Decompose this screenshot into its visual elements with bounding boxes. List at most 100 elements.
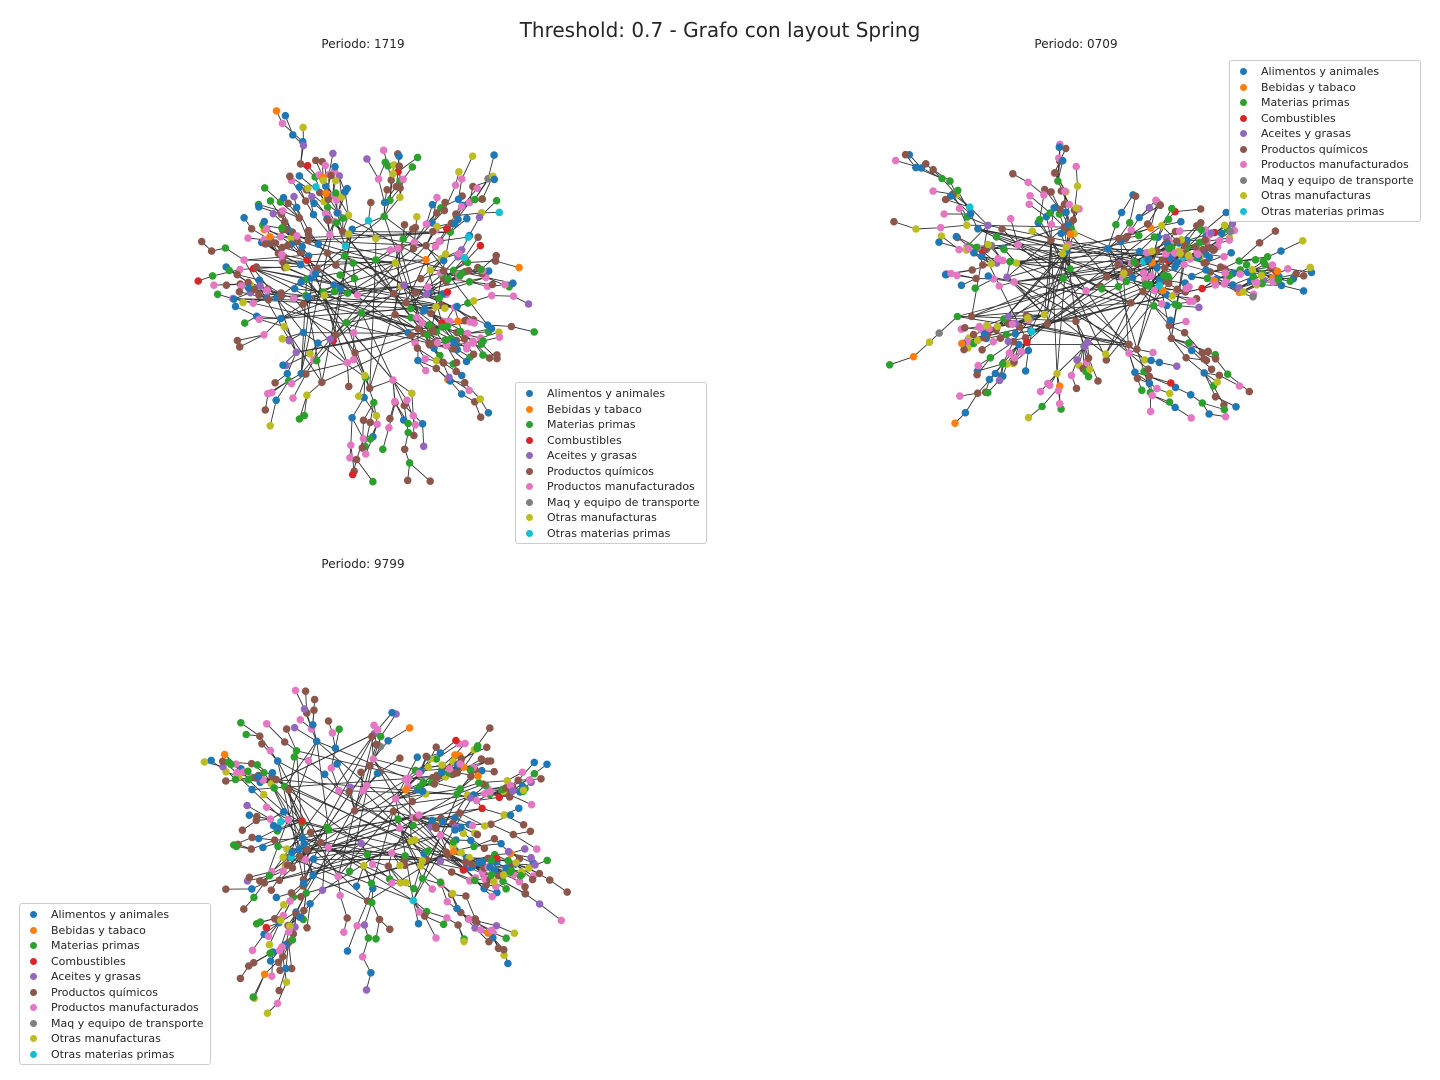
graph-node <box>425 321 433 329</box>
graph-node <box>247 759 256 768</box>
graph-node <box>302 370 310 378</box>
graph-node <box>1146 407 1155 416</box>
graph-node <box>274 958 283 967</box>
graph-node <box>525 776 534 784</box>
graph-edge <box>284 741 318 787</box>
graph-edge <box>395 789 419 800</box>
graph-edge <box>1202 402 1225 410</box>
graph-node <box>1141 356 1149 364</box>
graph-node <box>1050 204 1058 212</box>
graph-node <box>443 897 452 906</box>
graph-node <box>255 877 264 885</box>
graph-node <box>477 265 485 274</box>
graph-node <box>277 292 285 301</box>
graph-node <box>1135 247 1144 256</box>
graph-edge <box>1170 264 1185 339</box>
graph-edge <box>977 228 1068 252</box>
graph-node <box>543 760 551 769</box>
graph-node <box>336 891 345 900</box>
graph-node <box>984 388 992 397</box>
graph-node <box>1292 270 1300 278</box>
graph-node <box>386 414 394 423</box>
graph-node <box>1122 277 1131 286</box>
graph-edge <box>465 895 476 920</box>
graph-node <box>509 830 518 839</box>
graph-node <box>1201 236 1210 244</box>
graph-edge <box>1050 239 1130 354</box>
graph-edge <box>305 295 455 308</box>
graph-node <box>318 886 327 894</box>
graph-edge <box>1238 242 1260 262</box>
graph-edge <box>351 397 365 419</box>
legend-marker <box>526 467 533 475</box>
graph-node <box>247 225 256 233</box>
graph-node <box>290 284 299 293</box>
graph-node <box>478 766 486 775</box>
graph-node <box>389 807 398 816</box>
graph-node <box>1182 353 1190 362</box>
legend-item: Productos manufacturados <box>1236 157 1414 173</box>
graph-edge <box>262 827 328 848</box>
graph-node <box>1139 269 1148 277</box>
graph-node <box>343 947 352 955</box>
graph-node <box>407 331 416 340</box>
graph-node <box>428 227 437 236</box>
graph-node <box>338 227 347 236</box>
graph-node <box>438 817 447 826</box>
graph-edge <box>335 264 355 279</box>
graph-node <box>515 804 523 813</box>
graph-node <box>442 848 451 856</box>
graph-node <box>264 296 273 304</box>
graph-node <box>303 924 311 932</box>
graph-node <box>362 986 371 994</box>
graph-edge <box>253 268 307 280</box>
graph-node <box>1067 371 1076 380</box>
graph-node <box>1207 229 1215 237</box>
graph-node <box>409 821 418 830</box>
graph-node <box>266 815 275 823</box>
graph-node <box>441 336 449 345</box>
graph-node <box>258 740 266 748</box>
graph-node <box>1171 249 1179 257</box>
graph-node <box>244 278 252 287</box>
graph-node <box>502 934 511 942</box>
graph-edge <box>306 843 362 850</box>
legend-item: Productos químicos <box>26 985 204 1001</box>
graph-edge <box>1006 226 1065 278</box>
graph-edge <box>354 352 366 376</box>
graph-node <box>1086 365 1094 374</box>
graph-node <box>244 767 252 776</box>
graph-node <box>984 221 992 230</box>
graph-node <box>313 356 321 365</box>
graph-edge <box>253 268 394 295</box>
graph-edge <box>1280 240 1303 252</box>
graph-node <box>1059 274 1068 283</box>
graph-node <box>525 864 533 872</box>
graph-edge <box>280 258 442 320</box>
graph-edge <box>301 362 348 374</box>
graph-node <box>1215 371 1224 380</box>
graph-edge <box>1003 244 1070 320</box>
graph-node <box>310 706 318 714</box>
graph-node <box>1058 156 1067 165</box>
graph-node <box>396 193 404 202</box>
graph-node <box>408 163 417 171</box>
graph-node <box>991 369 1000 378</box>
graph-node <box>487 871 496 879</box>
graph-node <box>1153 384 1161 393</box>
graph-node <box>357 309 366 317</box>
graph-node <box>279 952 287 961</box>
graph-node <box>354 392 363 401</box>
graph-node <box>1141 280 1150 289</box>
graph-node <box>973 336 982 345</box>
graph-node <box>426 477 435 486</box>
graph-node <box>925 338 934 347</box>
graph-node <box>515 877 524 886</box>
graph-node <box>977 252 986 261</box>
graph-node <box>987 260 996 268</box>
graph-edge <box>266 806 289 821</box>
graph-node <box>952 232 961 241</box>
graph-node <box>487 324 496 333</box>
graph-node <box>1253 278 1261 287</box>
graph-node <box>418 420 427 428</box>
